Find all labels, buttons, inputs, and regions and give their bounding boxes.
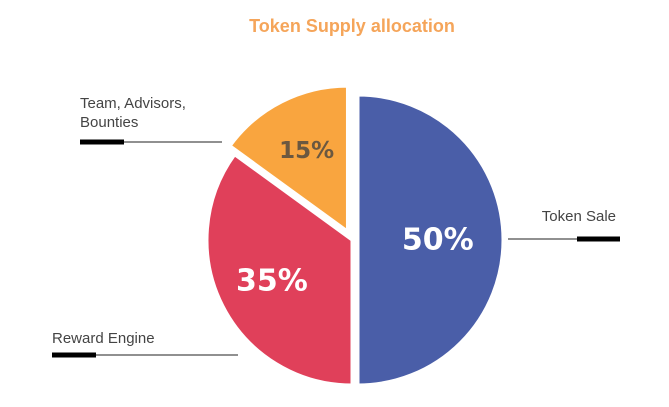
slice-value-label: 35%: [236, 263, 308, 298]
callout-reward-engine: Reward Engine: [52, 330, 238, 355]
callout-token-sale: Token Sale: [508, 208, 620, 239]
callout-team-advisors-bounties: Team, Advisors, Bounties: [80, 95, 222, 142]
chart-title: Token Supply allocation: [249, 16, 455, 36]
callout-text: Team, Advisors, Bounties: [80, 95, 186, 131]
slice-value-label: 15%: [279, 138, 334, 164]
slice-value-label: 50%: [402, 223, 474, 258]
callout-text: Reward Engine: [52, 330, 155, 347]
callout-text: Token Sale: [542, 208, 616, 225]
